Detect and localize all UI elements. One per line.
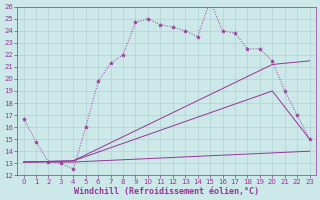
X-axis label: Windchill (Refroidissement éolien,°C): Windchill (Refroidissement éolien,°C) [74,187,259,196]
